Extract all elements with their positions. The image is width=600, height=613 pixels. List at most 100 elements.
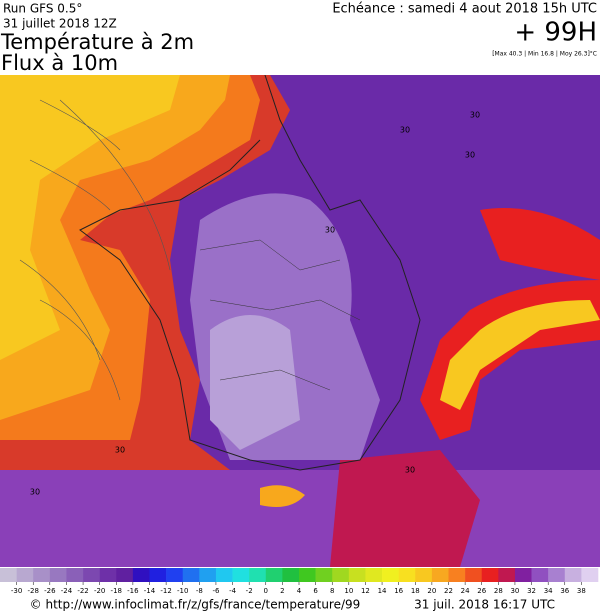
- colorbar-label: -10: [177, 587, 188, 595]
- colorbar-swatch: [448, 568, 466, 582]
- south-zone: [0, 470, 600, 567]
- colorbar-label: 24: [461, 587, 470, 595]
- contour-label: 30: [30, 488, 40, 497]
- med-red: [330, 450, 480, 567]
- colorbar-swatch: [548, 568, 566, 582]
- colorbar-label: 22: [444, 587, 453, 595]
- colorbar-label: -14: [144, 587, 156, 595]
- colorbar-swatch: [149, 568, 167, 582]
- colorbar-swatch: [33, 568, 51, 582]
- contour-label: 30: [400, 126, 410, 135]
- colorbar-swatch: [232, 568, 250, 582]
- colorbar-swatch: [132, 568, 150, 582]
- colorbar-swatch: [564, 568, 582, 582]
- colorbar-swatch: [315, 568, 333, 582]
- colorbar-label: 14: [378, 587, 387, 595]
- colorbar-swatch: [16, 568, 34, 582]
- colorbar-swatch: [116, 568, 134, 582]
- colorbar-label: -2: [246, 587, 253, 595]
- colorbar-label: 18: [411, 587, 420, 595]
- colorbar-label: 2: [280, 587, 284, 595]
- colorbar-swatch: [481, 568, 499, 582]
- contour-label: 30: [465, 151, 475, 160]
- colorbar-swatch: [299, 568, 316, 582]
- title: Température à 2m: [0, 30, 194, 54]
- colorbar-label: -22: [77, 587, 88, 595]
- colorbar-swatch: [531, 568, 549, 582]
- colorbar-swatch: [49, 568, 67, 582]
- colorbar-label: -4: [229, 587, 237, 595]
- contour-label: 30: [405, 466, 415, 475]
- map: 30 30 30 30 30 30 30: [0, 75, 600, 567]
- colorbar-swatch: [348, 568, 366, 582]
- colorbar-swatch: [382, 568, 399, 582]
- colorbar: -30 -28 -26 -24 -22 -20 -18 -16 -14 -12 -10 -8 -6 -4-…: [0, 568, 599, 595]
- colorbar-label: 26: [477, 587, 486, 595]
- colorbar-label: -30: [11, 587, 22, 595]
- colorbar-swatch: [249, 568, 267, 582]
- contour-label: 30: [325, 226, 335, 235]
- colorbar-swatch: [581, 568, 599, 582]
- colorbar-swatch: [282, 568, 300, 582]
- colorbar-swatch: [498, 568, 516, 582]
- colorbar-label: 28: [494, 587, 503, 595]
- echeance: Echéance : samedi 4 aout 2018 15h UTC: [332, 2, 597, 17]
- lead-time: + 99H: [514, 18, 597, 48]
- colorbar-label: 10: [344, 587, 353, 595]
- colorbar-swatch: [365, 568, 383, 582]
- run-date: 31 juillet 2018 12Z: [3, 17, 117, 31]
- borders: [199, 239, 361, 391]
- run-label: Run GFS 0.5°: [3, 2, 82, 16]
- colorbar-label: 16: [394, 587, 403, 595]
- colorbar-swatch: [398, 568, 416, 582]
- colorbar-label: 30: [510, 587, 519, 595]
- coastline: [79, 75, 421, 471]
- colorbar-label: 36: [560, 587, 569, 595]
- stats: [Max 40.3 | Min 16.8 | Moy 26.3]°C: [492, 51, 597, 58]
- colorbar-label: -8: [196, 587, 203, 595]
- colorbar-swatch: [99, 568, 117, 582]
- colorbar-label: 38: [577, 587, 586, 595]
- colorbar-label: -6: [212, 587, 220, 595]
- colorbar-swatch: [514, 568, 532, 582]
- colorbar-label: 6: [313, 587, 318, 595]
- colorbar-label: -18: [111, 587, 122, 595]
- colorbar-swatch: [182, 568, 200, 582]
- colorbar-label: -20: [94, 587, 105, 595]
- footer-url: © http://www.infoclimat.fr/z/gfs/france/…: [30, 598, 361, 612]
- subtitle: Flux à 10m: [1, 51, 118, 75]
- colorbar-label: 32: [527, 587, 536, 595]
- contour-label: 30: [470, 111, 480, 120]
- colorbar-label: 0: [264, 587, 268, 595]
- colorbar-swatch: [199, 568, 217, 582]
- colorbar-swatch: [265, 568, 283, 582]
- colorbar-label: -16: [127, 587, 139, 595]
- colorbar-label: -12: [160, 587, 171, 595]
- north-italy-red: [480, 208, 600, 280]
- spain-hot: [260, 485, 305, 508]
- colorbar-label: 20: [427, 587, 436, 595]
- colorbar-label: 12: [361, 587, 370, 595]
- colorbar-swatch: [415, 568, 433, 582]
- colorbar-swatch: [332, 568, 350, 582]
- colorbar-swatch: [465, 568, 483, 582]
- yellow-zone: [0, 75, 180, 360]
- colorbar-label: 4: [297, 587, 302, 595]
- italy-yellow: [440, 300, 600, 410]
- footer-timestamp: 31 juil. 2018 16:17 UTC: [414, 598, 555, 612]
- colorbar-label: -24: [61, 587, 73, 595]
- colorbar-swatch: [83, 568, 100, 582]
- colorbar-label: -28: [28, 587, 39, 595]
- contour-label: 30: [115, 446, 125, 455]
- france-cool: [210, 315, 300, 450]
- colorbar-label: 8: [330, 587, 334, 595]
- colorbar-swatch: [66, 568, 84, 582]
- colorbar-label: -26: [44, 587, 56, 595]
- colorbar-swatch: [431, 568, 449, 582]
- streamlines: [19, 99, 171, 401]
- colorbar-swatch: [166, 568, 184, 582]
- colorbar-swatch: [0, 568, 17, 582]
- colorbar-label: 34: [544, 587, 553, 595]
- colorbar-swatch: [215, 568, 233, 582]
